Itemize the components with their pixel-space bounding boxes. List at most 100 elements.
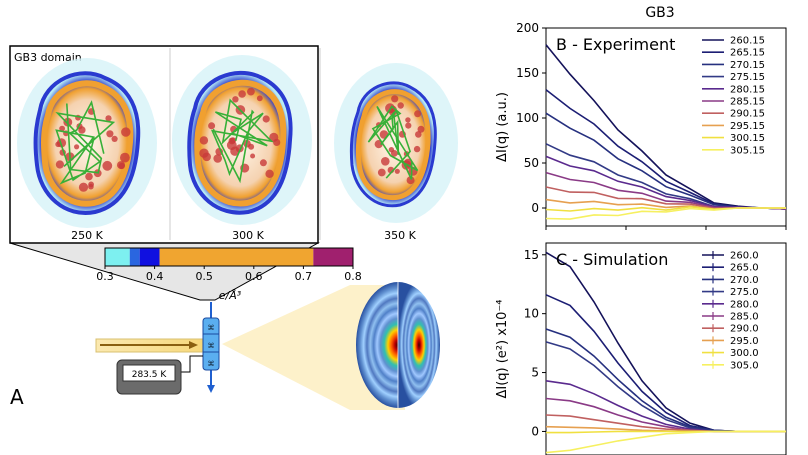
atom-marker [391, 95, 399, 103]
atom-marker [120, 152, 130, 163]
atom-marker [377, 168, 386, 177]
legend-label: 260.15 [730, 36, 765, 47]
legend-label: 270.0 [730, 275, 759, 286]
density-map-300k [172, 55, 312, 225]
controller-readout: 283.5 K [132, 370, 168, 380]
atom-marker [59, 125, 65, 132]
right-title: GB3 [645, 5, 674, 21]
y-tick-label: 150 [516, 66, 539, 80]
atom-marker [78, 182, 89, 192]
legend-label: 300.15 [730, 133, 765, 144]
colorbar-tick-label: 0.7 [295, 270, 313, 283]
legend-label: 275.0 [730, 287, 759, 298]
sample-capillary: ⌘ ⌘ ⌘ [202, 302, 220, 393]
density-map-350k [334, 63, 458, 223]
atom-marker [208, 122, 216, 130]
y-tick-label: 10 [524, 307, 539, 321]
legend-label: 290.0 [730, 324, 759, 335]
temp-label: 250 K [71, 229, 103, 242]
atom-marker [414, 110, 422, 118]
svg-text:⌘: ⌘ [208, 324, 215, 332]
legend-label: 270.15 [730, 60, 765, 71]
box-title: GB3 domain [14, 51, 82, 64]
atom-marker [417, 125, 425, 133]
atom-marker [381, 157, 390, 166]
backbone-trace [367, 105, 419, 180]
atom-marker [247, 87, 255, 96]
atom-marker [232, 96, 239, 103]
atom-marker [111, 135, 118, 142]
temperature-controller: 283.5 K [116, 355, 203, 395]
chart-b-experiment: 0 50 100 150 200 260.15265.15270.15275.15280.… [495, 21, 787, 230]
legend-label: 260.0 [730, 251, 759, 262]
atom-marker [250, 153, 256, 159]
y-tick-label: 15 [524, 248, 539, 262]
y-axis-label: ΔI(q) (a.u.) [495, 92, 510, 162]
colorbar-tick-label: 0.3 [96, 270, 114, 283]
atom-marker [397, 102, 404, 109]
colorbar-tick-label: 0.5 [195, 270, 213, 283]
atom-marker [105, 115, 112, 122]
atom-marker [88, 183, 94, 190]
atom-marker [118, 162, 125, 170]
backbone-trace [55, 100, 116, 185]
y-tick-label: 5 [531, 366, 539, 380]
y-axis-label: ΔI(q) (e²) x10⁻⁴ [495, 299, 510, 398]
series-line [545, 207, 786, 220]
svg-text:⌘: ⌘ [208, 360, 215, 368]
colorbar-segment [105, 248, 130, 266]
colorbar: 0.3 0.4 0.5 0.6 0.7 0.8 [96, 247, 362, 283]
colorbar-tick-label: 0.4 [146, 270, 164, 283]
temp-label: 300 K [232, 229, 264, 242]
colorbar-frame [104, 247, 354, 267]
legend-box [698, 32, 782, 160]
legend-label: 290.15 [730, 109, 765, 120]
panel-a: GB3 domain 250 K 300 K 350 K 0.3 0.4 0.5 0.… [9, 45, 458, 410]
colorbar-segment [313, 248, 353, 266]
temp-label: 350 K [384, 229, 416, 242]
atom-marker [413, 145, 421, 153]
y-tick-label: 50 [524, 156, 539, 170]
atom-marker [256, 95, 263, 102]
y-tick-label: 0 [531, 201, 539, 215]
atom-marker [394, 168, 400, 174]
legend-label: 305.15 [730, 145, 765, 156]
atom-marker [199, 136, 209, 145]
atom-marker [405, 122, 412, 129]
series-line [545, 430, 786, 454]
legend-label: 285.15 [730, 97, 765, 108]
beam-arrow-head [189, 341, 198, 349]
y-tick-label: 200 [516, 21, 539, 35]
atom-marker [102, 160, 113, 171]
atom-marker [238, 90, 246, 98]
colorbar-segment [129, 248, 140, 266]
atom-marker [74, 144, 80, 150]
atom-layer [55, 87, 425, 192]
atom-marker [55, 160, 64, 169]
legend-label: 280.0 [730, 299, 759, 310]
colorbar-segment [139, 248, 160, 266]
svg-text:⌘: ⌘ [208, 342, 215, 350]
atom-marker [405, 117, 411, 123]
panel-a-label: A [10, 385, 24, 409]
scattering-pattern [356, 282, 440, 408]
legend-label: 295.15 [730, 121, 765, 132]
colorbar-label: e/Å³ [219, 289, 242, 302]
legend-label: 280.15 [730, 84, 765, 95]
atom-marker [213, 154, 222, 163]
y-tick-label: 0 [531, 424, 539, 438]
atom-marker [121, 127, 131, 137]
atom-marker [85, 172, 93, 181]
legend-label: 295.0 [730, 336, 759, 347]
atom-marker [265, 169, 274, 178]
legend-label: 285.0 [730, 312, 759, 323]
colorbar-segment [159, 248, 314, 266]
colorbar-tick-label: 0.8 [344, 270, 362, 283]
atom-marker [415, 131, 422, 138]
legend-box [698, 247, 782, 375]
atom-marker [202, 152, 211, 162]
scattering-cone [222, 285, 405, 410]
chart-title: B - Experiment [556, 35, 675, 54]
